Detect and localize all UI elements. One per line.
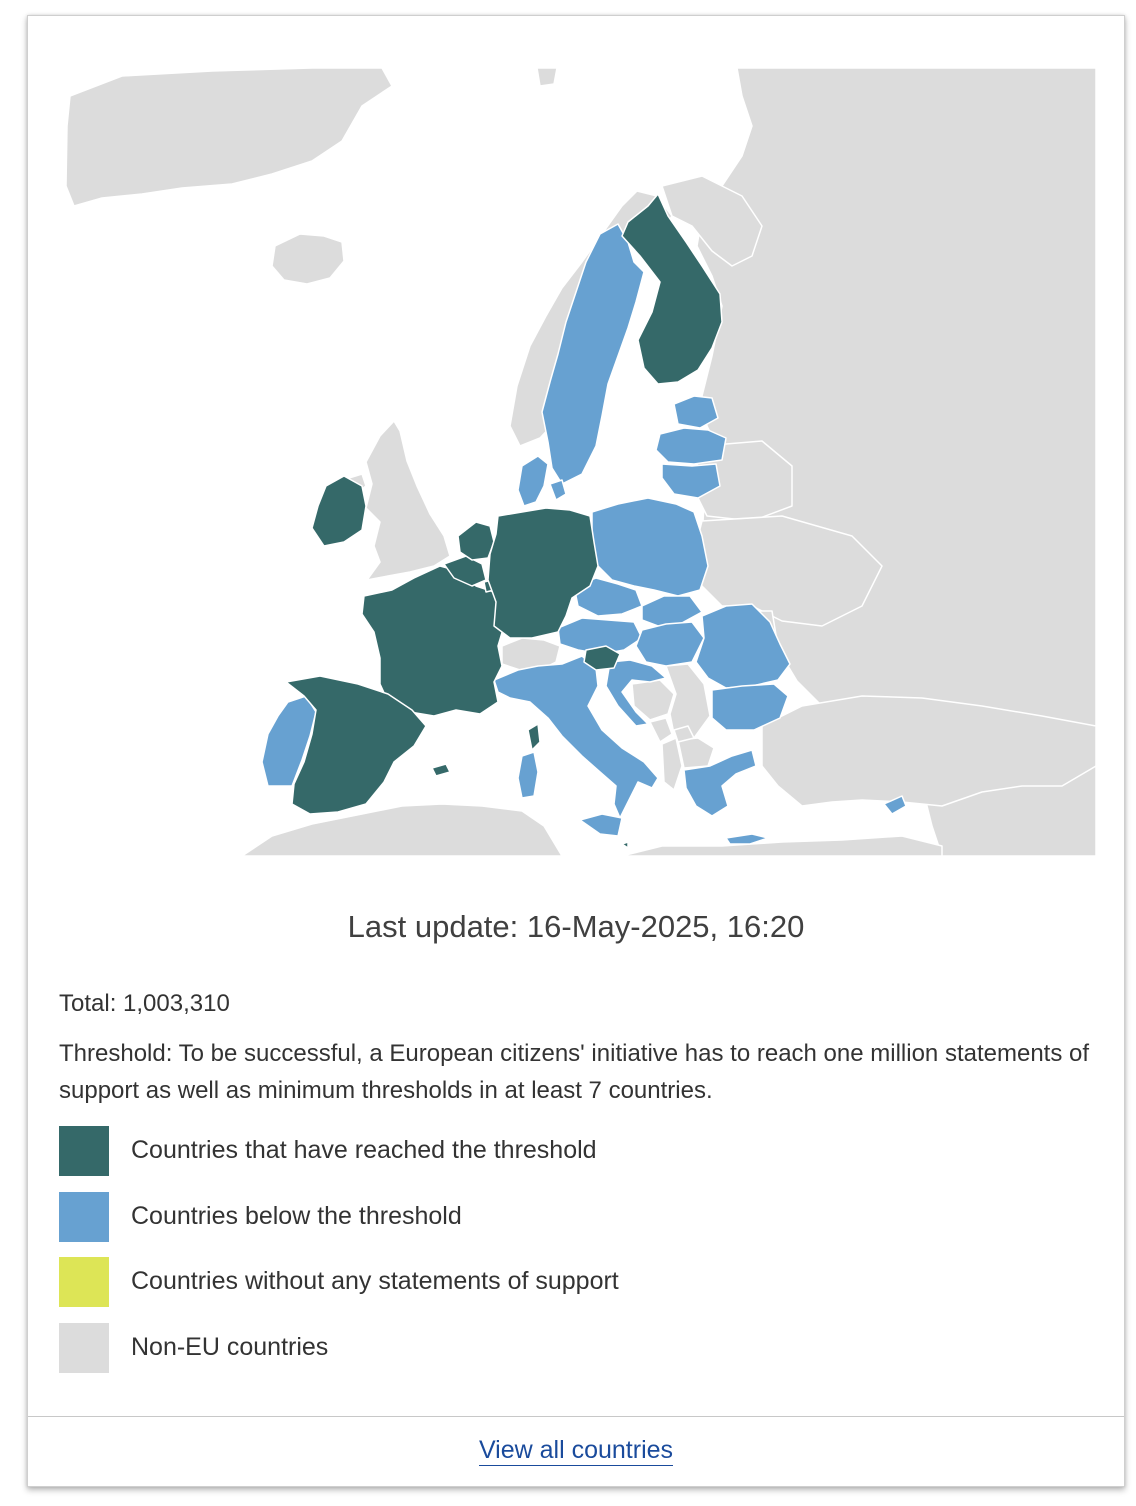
legend-swatch-reached — [59, 1126, 109, 1176]
map-country-spain — [285, 675, 427, 815]
map-country-corsica — [527, 723, 541, 751]
legend-item-none: Countries without any statements of supp… — [59, 1257, 859, 1307]
map-country-bulgaria — [711, 683, 789, 731]
legend-swatch-none — [59, 1257, 109, 1307]
map-country-estonia — [673, 395, 719, 429]
map-country-denmark — [517, 455, 549, 507]
legend-item-below: Countries below the threshold — [59, 1192, 859, 1242]
map-country-ireland — [311, 475, 367, 547]
map-country-turkey — [761, 695, 1096, 807]
legend-label-none: Countries without any statements of supp… — [131, 1267, 619, 1295]
legend-label-below: Countries below the threshold — [131, 1202, 462, 1230]
map-country-svalbard — [536, 67, 558, 87]
map-country-kosovo — [673, 725, 695, 743]
map-country-latvia — [655, 427, 727, 465]
footer-divider — [28, 1416, 1124, 1417]
legend-item-reached: Countries that have reached the threshol… — [59, 1126, 859, 1176]
map-country-greenland — [65, 67, 393, 207]
map-country-netherlands — [457, 521, 495, 561]
legend-swatch-non-eu — [59, 1323, 109, 1373]
legend-swatch-below — [59, 1192, 109, 1242]
map-country-greece — [683, 749, 757, 817]
map-country-russia-kola — [661, 175, 763, 267]
map-country-romania — [695, 603, 791, 689]
map-country-germany — [487, 507, 599, 639]
map-country-north-africa — [241, 803, 563, 856]
map-country-montenegro — [649, 717, 673, 743]
map-country-uk — [365, 420, 451, 581]
total-count: Total: 1,003,310 — [59, 990, 230, 1017]
map-country-austria — [557, 617, 643, 655]
footer: View all countries — [28, 1436, 1124, 1466]
map-country-sardinia — [517, 751, 539, 799]
map-country-albania — [661, 737, 683, 791]
legend-item-non-eu: Non-EU countries — [59, 1323, 859, 1373]
europe-map-svg — [65, 67, 1096, 856]
europe-map — [62, 66, 1096, 856]
view-all-countries-link[interactable]: View all countries — [478, 1436, 674, 1466]
map-country-hungary — [635, 621, 705, 667]
map-country-macedonia — [677, 737, 715, 769]
map-country-denmark-zealand — [549, 479, 567, 501]
map-country-poland — [591, 497, 709, 597]
map-country-cyprus — [883, 795, 907, 815]
map-country-slovenia — [583, 645, 621, 671]
legend-label-reached: Countries that have reached the threshol… — [131, 1136, 597, 1164]
threshold-text: Threshold: To be successful, a European … — [59, 1040, 1090, 1104]
map-country-finland — [621, 193, 723, 385]
map-country-libya-egypt — [621, 835, 943, 856]
map-country-spain-balearic — [431, 763, 451, 777]
initiative-map-card: Last update: 16-May-2025, 16:20 Total: 1… — [27, 15, 1125, 1487]
map-country-slovakia — [641, 595, 703, 627]
map-country-iceland — [271, 233, 345, 285]
map-country-malta — [621, 841, 629, 849]
map-country-sweden — [541, 223, 645, 485]
map-country-sicily — [579, 813, 623, 837]
last-update: Last update: 16-May-2025, 16:20 — [347, 909, 805, 944]
map-country-lithuania — [661, 463, 721, 499]
map-country-crete — [725, 833, 769, 845]
map-country-croatia — [605, 659, 667, 727]
legend-label-non-eu: Non-EU countries — [131, 1333, 329, 1361]
